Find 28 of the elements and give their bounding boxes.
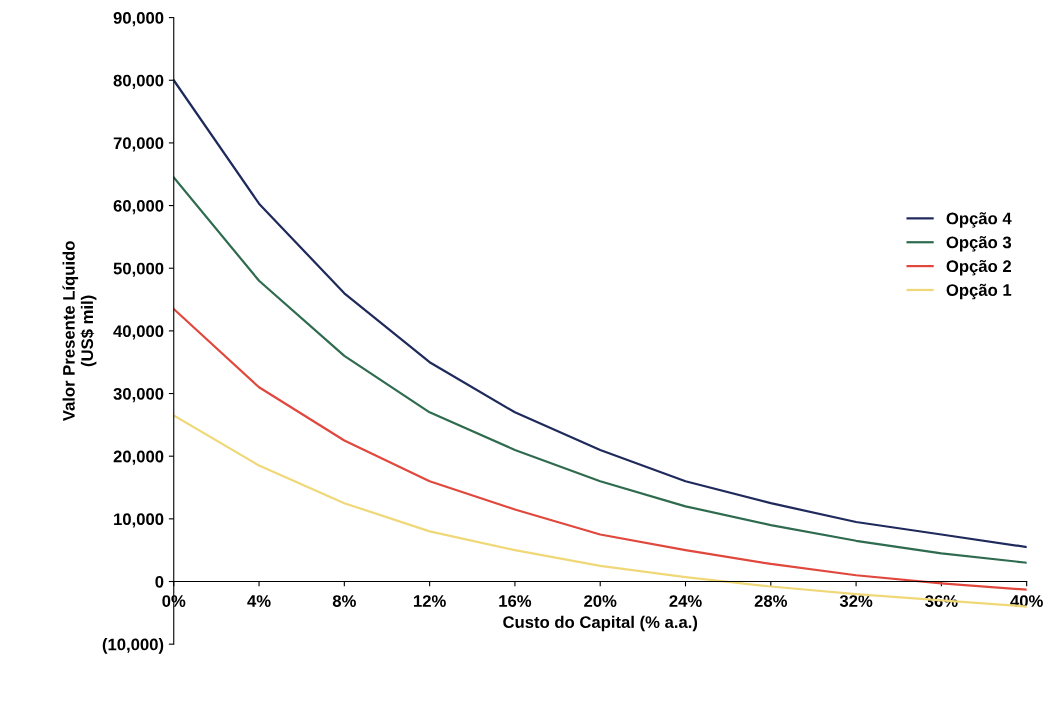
y-tick-label: 40,000: [113, 325, 164, 340]
y-tick-label: 50,000: [113, 262, 164, 277]
y-tick-label: 0: [155, 575, 164, 588]
y-tick-label: 70,000: [113, 137, 164, 152]
x-tick-label: 24%: [669, 595, 702, 607]
x-tick-label: 28%: [754, 595, 788, 607]
y-tick-label: 90,000: [113, 12, 164, 27]
x-axis-title: Custo do Capital (% a.a.): [503, 615, 698, 632]
legend-label: Opção 3: [946, 236, 1012, 252]
x-tick-label: 40%: [1010, 595, 1043, 607]
y-tick-label: 60,000: [113, 199, 164, 215]
y-tick-label: 80,000: [113, 74, 164, 89]
line-series: [173, 176, 1027, 564]
y-tick-label: 20,000: [113, 450, 164, 465]
x-tick-label: 32%: [839, 595, 873, 607]
x-tick-label: 20%: [584, 595, 617, 607]
legend-label: Opção 1: [946, 283, 1012, 300]
line-series: [173, 79, 1027, 549]
x-tick-label: 12%: [414, 595, 446, 607]
x-tick-label: 4%: [247, 595, 271, 607]
y-tick-label: 10,000: [114, 513, 164, 528]
y-axis-title: Valor Presente Líquido (US$ mil): [62, 241, 97, 422]
x-tick-label: 8%: [332, 595, 356, 607]
legend-label: Opção 2: [946, 259, 1012, 276]
x-tick-label: 16%: [499, 595, 532, 607]
y-tick-label: 30,000: [113, 387, 164, 403]
y-tick-label: (10,000): [102, 638, 164, 654]
legend-label: Opção 4: [946, 212, 1012, 228]
